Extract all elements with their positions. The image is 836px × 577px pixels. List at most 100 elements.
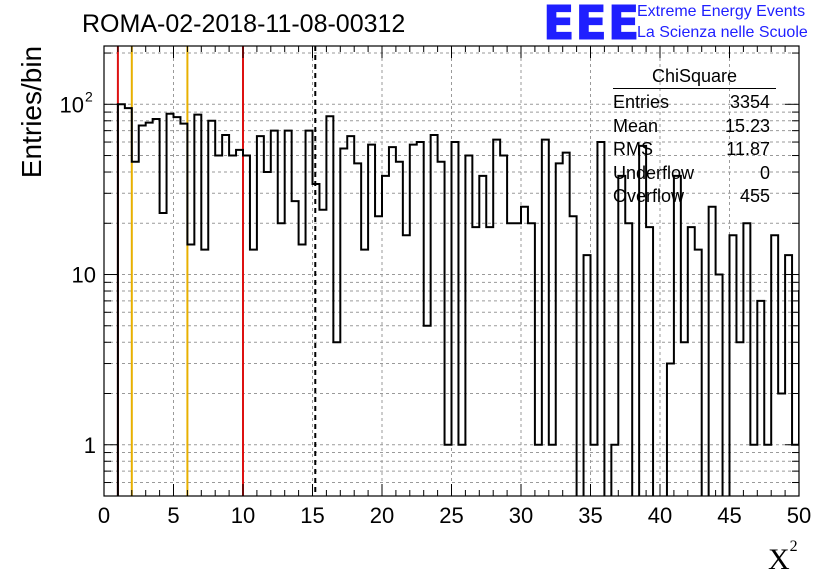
histogram-bin: [618, 176, 625, 496]
histogram-bin: [146, 123, 153, 496]
histogram-bin: [681, 342, 688, 496]
histogram-bin: [375, 216, 382, 496]
logo-line-1: Extreme Energy Events: [637, 3, 806, 20]
x-tick-label: 30: [509, 503, 533, 528]
histogram-bin: [229, 156, 236, 496]
histogram-bin: [417, 142, 424, 496]
stats-row-rms: RMS 11.87: [613, 138, 776, 162]
stats-value: 11.87: [726, 139, 770, 159]
histogram-bin: [368, 145, 375, 496]
histogram-bin: [431, 135, 438, 496]
histogram-bin: [445, 445, 452, 496]
histogram-bin: [472, 227, 479, 496]
histogram-bin: [736, 342, 743, 496]
histogram-bin: [438, 162, 445, 496]
stats-box: ChiSquare Entries 3354 Mean 15.23 RMS 11.87…: [613, 66, 776, 209]
y-tick-label: 10: [60, 92, 84, 117]
histogram-bin: [292, 201, 299, 496]
histogram-bin: [139, 126, 146, 496]
histogram-bin: [132, 162, 139, 496]
stats-label: Mean: [613, 115, 659, 136]
histogram-bin: [118, 104, 125, 496]
histogram-bin: [743, 223, 750, 496]
histogram-bin: [507, 223, 514, 496]
histogram-bin: [361, 250, 368, 496]
x-tick-label: 45: [717, 503, 741, 528]
histogram-bin: [785, 255, 792, 496]
histogram-bin: [771, 235, 778, 496]
x-tick-label: 25: [439, 503, 463, 528]
histogram-bin: [563, 153, 570, 496]
stats-label: Entries: [613, 92, 670, 112]
histogram-bin: [319, 210, 326, 496]
histogram-bin: [625, 223, 632, 496]
chart-title: ROMA-02-2018-11-08-00312: [82, 10, 406, 38]
histogram-bin: [236, 150, 243, 496]
x-tick-label: 20: [370, 503, 394, 528]
histogram-bin: [313, 184, 320, 496]
stats-value: 15.23: [724, 115, 770, 136]
stats-value: 3354: [729, 92, 770, 112]
histogram-bin: [709, 207, 716, 496]
histogram-bin: [667, 364, 674, 496]
histogram-bin: [570, 216, 577, 496]
x-tick-label: 0: [98, 503, 110, 528]
histogram-bin: [264, 172, 271, 496]
histogram-bin: [514, 223, 521, 496]
histogram-bin: [591, 445, 598, 496]
histogram-bin: [757, 301, 764, 496]
stats-row-overflow: Overflow 455: [613, 185, 776, 209]
histogram-bin: [458, 445, 465, 496]
histogram-bin: [243, 156, 250, 496]
histogram-bin: [646, 227, 653, 496]
histogram-bin: [389, 147, 396, 496]
histogram-bin: [174, 117, 181, 496]
histogram-bin: [403, 235, 410, 496]
histogram-bin: [250, 250, 257, 496]
histogram-bin: [160, 213, 167, 496]
y-tick-label: 1: [84, 433, 96, 458]
x-axis-label: X2: [768, 538, 798, 577]
x-tick-label: 40: [648, 503, 672, 528]
histogram-bin: [452, 142, 459, 496]
histogram-bin: [306, 131, 313, 496]
histogram-bin: [493, 140, 500, 496]
histogram-bin: [521, 207, 528, 496]
stats-label: RMS: [613, 139, 653, 159]
histogram-bin: [778, 394, 785, 496]
y-axis-label: Entries/bin: [16, 45, 47, 179]
histogram-bin: [278, 223, 285, 496]
histogram-bin: [542, 140, 549, 496]
histogram-bin: [354, 163, 361, 496]
histogram-bin: [180, 124, 187, 496]
histogram-bin: [424, 326, 431, 496]
histogram-bin: [535, 445, 542, 496]
stats-title: ChiSquare: [613, 66, 776, 89]
histogram-bin: [695, 250, 702, 496]
histogram-bin: [549, 445, 556, 496]
histogram-bin: [799, 291, 806, 496]
histogram-outline: [116, 103, 799, 496]
histogram-bin: [326, 116, 333, 496]
x-tick-label: 10: [231, 503, 255, 528]
histogram-bin: [750, 445, 757, 496]
histogram-bin: [486, 227, 493, 496]
x-tick-label: 15: [300, 503, 324, 528]
eee-logo: EEE: [542, 0, 641, 51]
histogram-bin: [153, 119, 160, 496]
stats-row-mean: Mean 15.23: [613, 115, 776, 139]
histogram-bin: [611, 445, 618, 496]
stats-value: 455: [739, 186, 770, 206]
histogram-bin: [716, 275, 723, 496]
x-tick-label: 50: [787, 503, 811, 528]
x-tick-label: 35: [578, 503, 602, 528]
histogram-bin: [257, 136, 264, 496]
stats-value: 0: [759, 162, 770, 183]
histogram-bin: [528, 223, 535, 496]
histogram-bin: [167, 114, 174, 496]
x-axis-label-exponent: 2: [789, 538, 798, 555]
histogram-bin: [556, 163, 563, 496]
x-axis-label-base: X: [768, 543, 790, 576]
histogram-bin: [410, 145, 417, 496]
